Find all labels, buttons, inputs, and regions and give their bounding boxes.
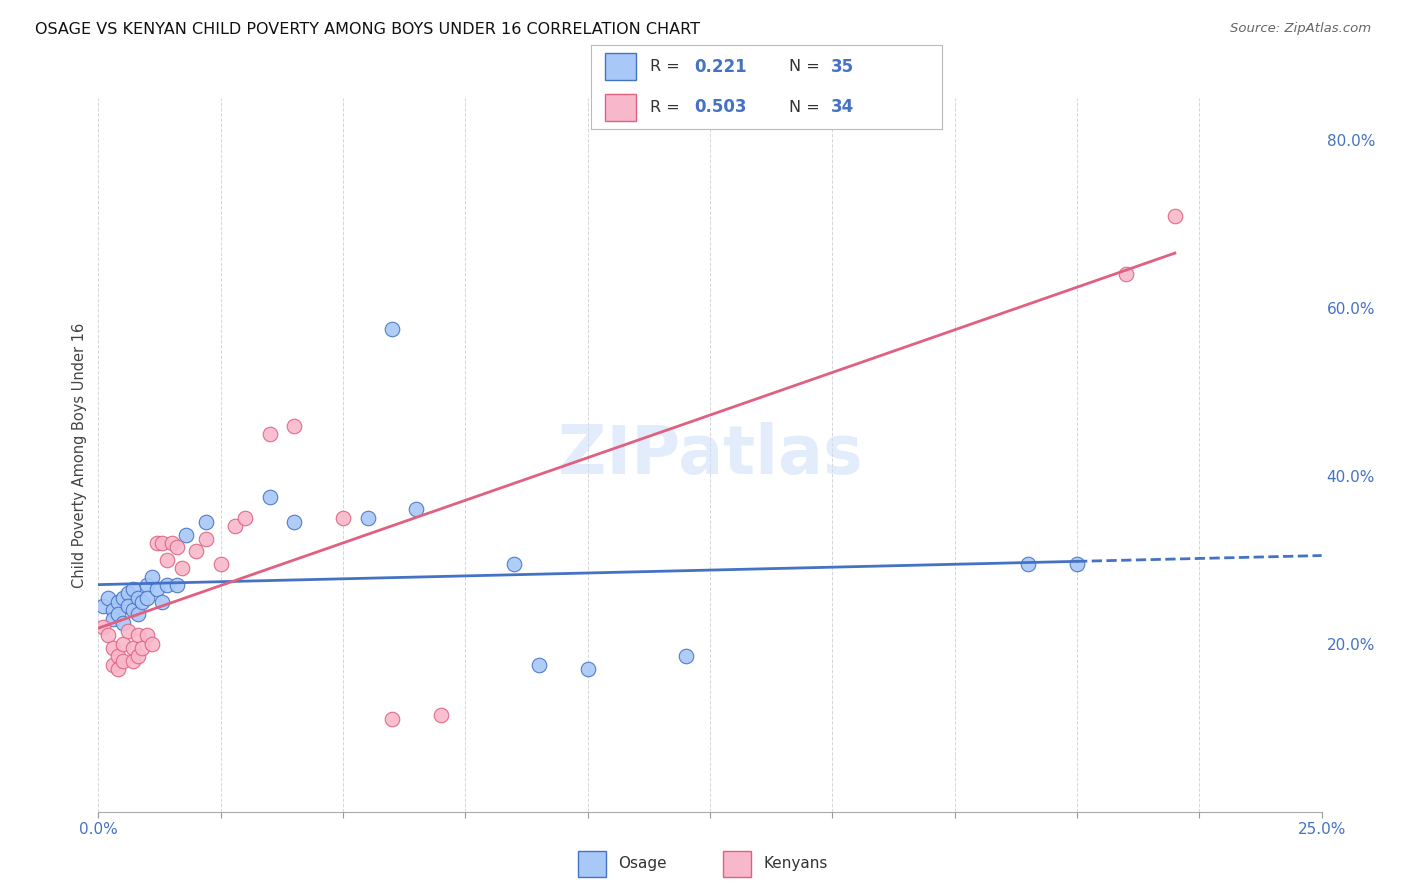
Point xyxy=(121,640,143,655)
Point xyxy=(101,640,124,655)
Bar xyxy=(578,851,606,877)
Point xyxy=(131,640,153,655)
Point xyxy=(111,591,134,605)
Point xyxy=(117,599,139,613)
Point xyxy=(121,582,143,597)
Text: N =: N = xyxy=(789,59,825,74)
Point xyxy=(121,654,143,668)
Point xyxy=(141,569,163,583)
Point xyxy=(91,599,114,613)
Point xyxy=(166,578,188,592)
Bar xyxy=(723,851,751,877)
Point xyxy=(233,511,256,525)
Text: 35: 35 xyxy=(831,58,855,76)
Point xyxy=(121,603,143,617)
Point xyxy=(146,536,169,550)
Text: ZIPatlas: ZIPatlas xyxy=(558,422,862,488)
Text: 0.503: 0.503 xyxy=(695,98,747,116)
Point xyxy=(283,515,305,529)
Point xyxy=(503,557,526,571)
Point xyxy=(107,595,129,609)
Point xyxy=(111,615,134,630)
Text: Source: ZipAtlas.com: Source: ZipAtlas.com xyxy=(1230,22,1371,36)
Point xyxy=(127,607,149,622)
Point xyxy=(131,595,153,609)
Point xyxy=(101,612,124,626)
Point xyxy=(107,607,129,622)
Point xyxy=(381,712,404,726)
Point xyxy=(176,527,198,541)
Point xyxy=(111,654,134,668)
Point xyxy=(97,628,120,642)
Point xyxy=(356,511,378,525)
Point xyxy=(101,603,124,617)
Point xyxy=(224,519,246,533)
Bar xyxy=(605,54,636,80)
Point xyxy=(97,591,120,605)
Point xyxy=(150,595,173,609)
Point xyxy=(101,657,124,672)
Point xyxy=(170,561,193,575)
Point xyxy=(332,511,354,525)
Text: R =: R = xyxy=(650,59,685,74)
Point xyxy=(381,322,404,336)
Text: Kenyans: Kenyans xyxy=(763,855,828,871)
Text: 34: 34 xyxy=(831,98,855,116)
Point xyxy=(127,649,149,664)
Point xyxy=(195,532,218,546)
Point xyxy=(405,502,427,516)
Point xyxy=(576,662,599,676)
Point xyxy=(141,637,163,651)
Y-axis label: Child Poverty Among Boys Under 16: Child Poverty Among Boys Under 16 xyxy=(72,322,87,588)
Point xyxy=(127,591,149,605)
Point xyxy=(127,628,149,642)
Point xyxy=(107,662,129,676)
Text: OSAGE VS KENYAN CHILD POVERTY AMONG BOYS UNDER 16 CORRELATION CHART: OSAGE VS KENYAN CHILD POVERTY AMONG BOYS… xyxy=(35,22,700,37)
Point xyxy=(91,620,114,634)
Point xyxy=(283,418,305,433)
Point xyxy=(156,553,179,567)
Text: Osage: Osage xyxy=(619,855,666,871)
Point xyxy=(675,649,697,664)
Point xyxy=(136,591,159,605)
Point xyxy=(166,541,188,555)
Point xyxy=(527,657,550,672)
Point xyxy=(136,628,159,642)
Bar xyxy=(605,94,636,120)
Point xyxy=(107,649,129,664)
Point xyxy=(1017,557,1039,571)
Text: 0.221: 0.221 xyxy=(695,58,747,76)
Text: N =: N = xyxy=(789,100,825,115)
Point xyxy=(150,536,173,550)
Point xyxy=(111,637,134,651)
Point xyxy=(195,515,218,529)
Point xyxy=(186,544,208,558)
Point xyxy=(209,557,232,571)
Point xyxy=(146,582,169,597)
Point xyxy=(117,624,139,639)
Point xyxy=(1164,209,1187,223)
Point xyxy=(160,536,183,550)
Point xyxy=(1115,268,1137,282)
Point xyxy=(1066,557,1088,571)
Point xyxy=(156,578,179,592)
Point xyxy=(259,426,281,441)
Point xyxy=(136,578,159,592)
Text: R =: R = xyxy=(650,100,685,115)
Point xyxy=(117,586,139,600)
Point xyxy=(430,708,453,723)
Point xyxy=(259,490,281,504)
